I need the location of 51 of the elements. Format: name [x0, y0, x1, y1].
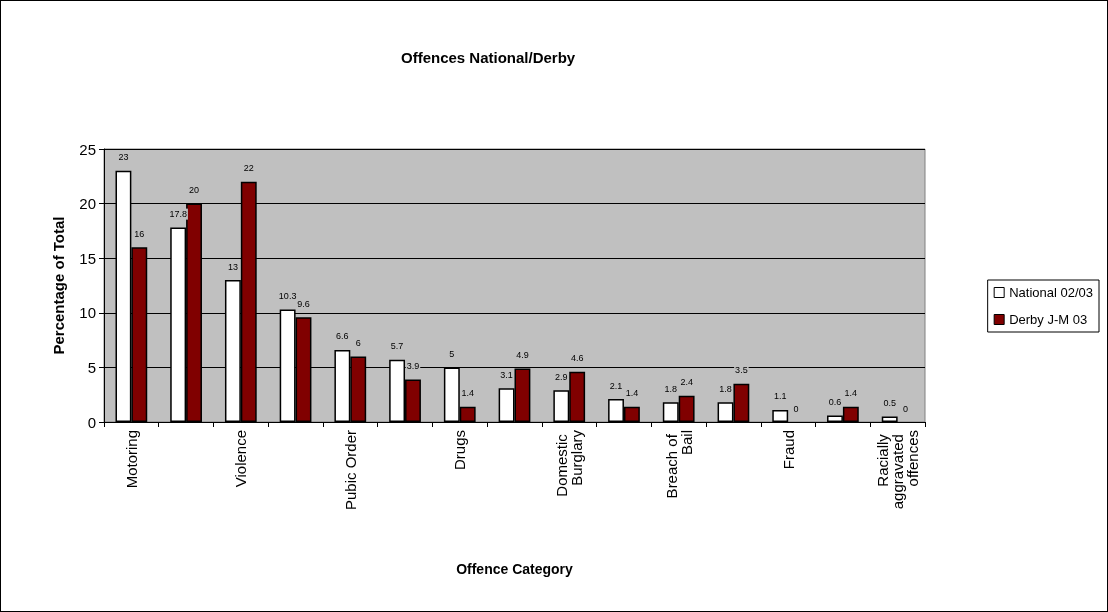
bar — [881, 416, 898, 422]
data-label: 2.9 — [555, 371, 568, 382]
data-label: 3.1 — [500, 369, 513, 380]
data-label: 9.6 — [297, 298, 310, 309]
data-label: 3.9 — [406, 360, 420, 371]
x-tick-label: Breach of Bail — [662, 430, 695, 499]
y-tick-label: 25 — [79, 140, 96, 158]
data-label: 16 — [134, 228, 145, 239]
data-label: 1.4 — [625, 388, 639, 399]
data-label: 5 — [449, 348, 455, 359]
y-tick-label: 10 — [79, 304, 96, 322]
x-tick-label: Fraud — [779, 430, 797, 470]
y-tick-label: 15 — [79, 249, 96, 267]
data-label: 20 — [189, 185, 200, 196]
y-axis-title: Percentage of Total — [50, 216, 67, 355]
bar — [772, 409, 789, 422]
x-tick-label: Violence — [232, 430, 250, 488]
data-label: 22 — [243, 163, 254, 174]
x-tick-label: Drugs — [451, 430, 469, 471]
data-label: 1.4 — [844, 388, 858, 399]
data-label: 2.1 — [609, 380, 623, 391]
y-tick-label: 5 — [87, 358, 96, 376]
x-tick-label: Motoring — [122, 430, 140, 489]
data-label: 0.6 — [828, 396, 842, 407]
legend-label: Derby J-M 03 — [1009, 312, 1088, 327]
y-tick-label: 0 — [87, 413, 96, 431]
chart-title: Offences National/Derby — [401, 49, 576, 66]
data-label: 4.9 — [516, 349, 529, 360]
data-label: 6 — [355, 337, 361, 348]
x-tick-label: Pubic Order — [341, 430, 359, 511]
legend-label: National 02/03 — [1009, 285, 1093, 300]
data-label: 13 — [227, 261, 238, 272]
x-tick-label: Racially aggravated offences — [874, 430, 922, 510]
data-label: 23 — [118, 152, 129, 163]
data-label: 1.4 — [461, 388, 474, 399]
data-label: 2.4 — [680, 377, 693, 388]
data-label: 0 — [903, 403, 909, 414]
data-label: 0.5 — [883, 398, 896, 409]
y-tick-label: 20 — [79, 195, 96, 213]
x-tick-label: Domestic Burglary — [553, 429, 586, 497]
data-label: 3.5 — [735, 365, 748, 376]
data-label: 6.6 — [336, 331, 349, 342]
data-label: 0 — [793, 403, 799, 414]
data-label: 5.7 — [390, 341, 404, 352]
data-label: 1.8 — [719, 383, 732, 394]
data-label: 1.1 — [773, 391, 787, 402]
data-label: 10.3 — [278, 291, 297, 302]
data-label: 17.8 — [169, 209, 187, 220]
data-label: 1.8 — [664, 383, 678, 394]
x-axis-title: Offence Category — [456, 561, 574, 577]
data-label: 4.6 — [570, 353, 584, 364]
